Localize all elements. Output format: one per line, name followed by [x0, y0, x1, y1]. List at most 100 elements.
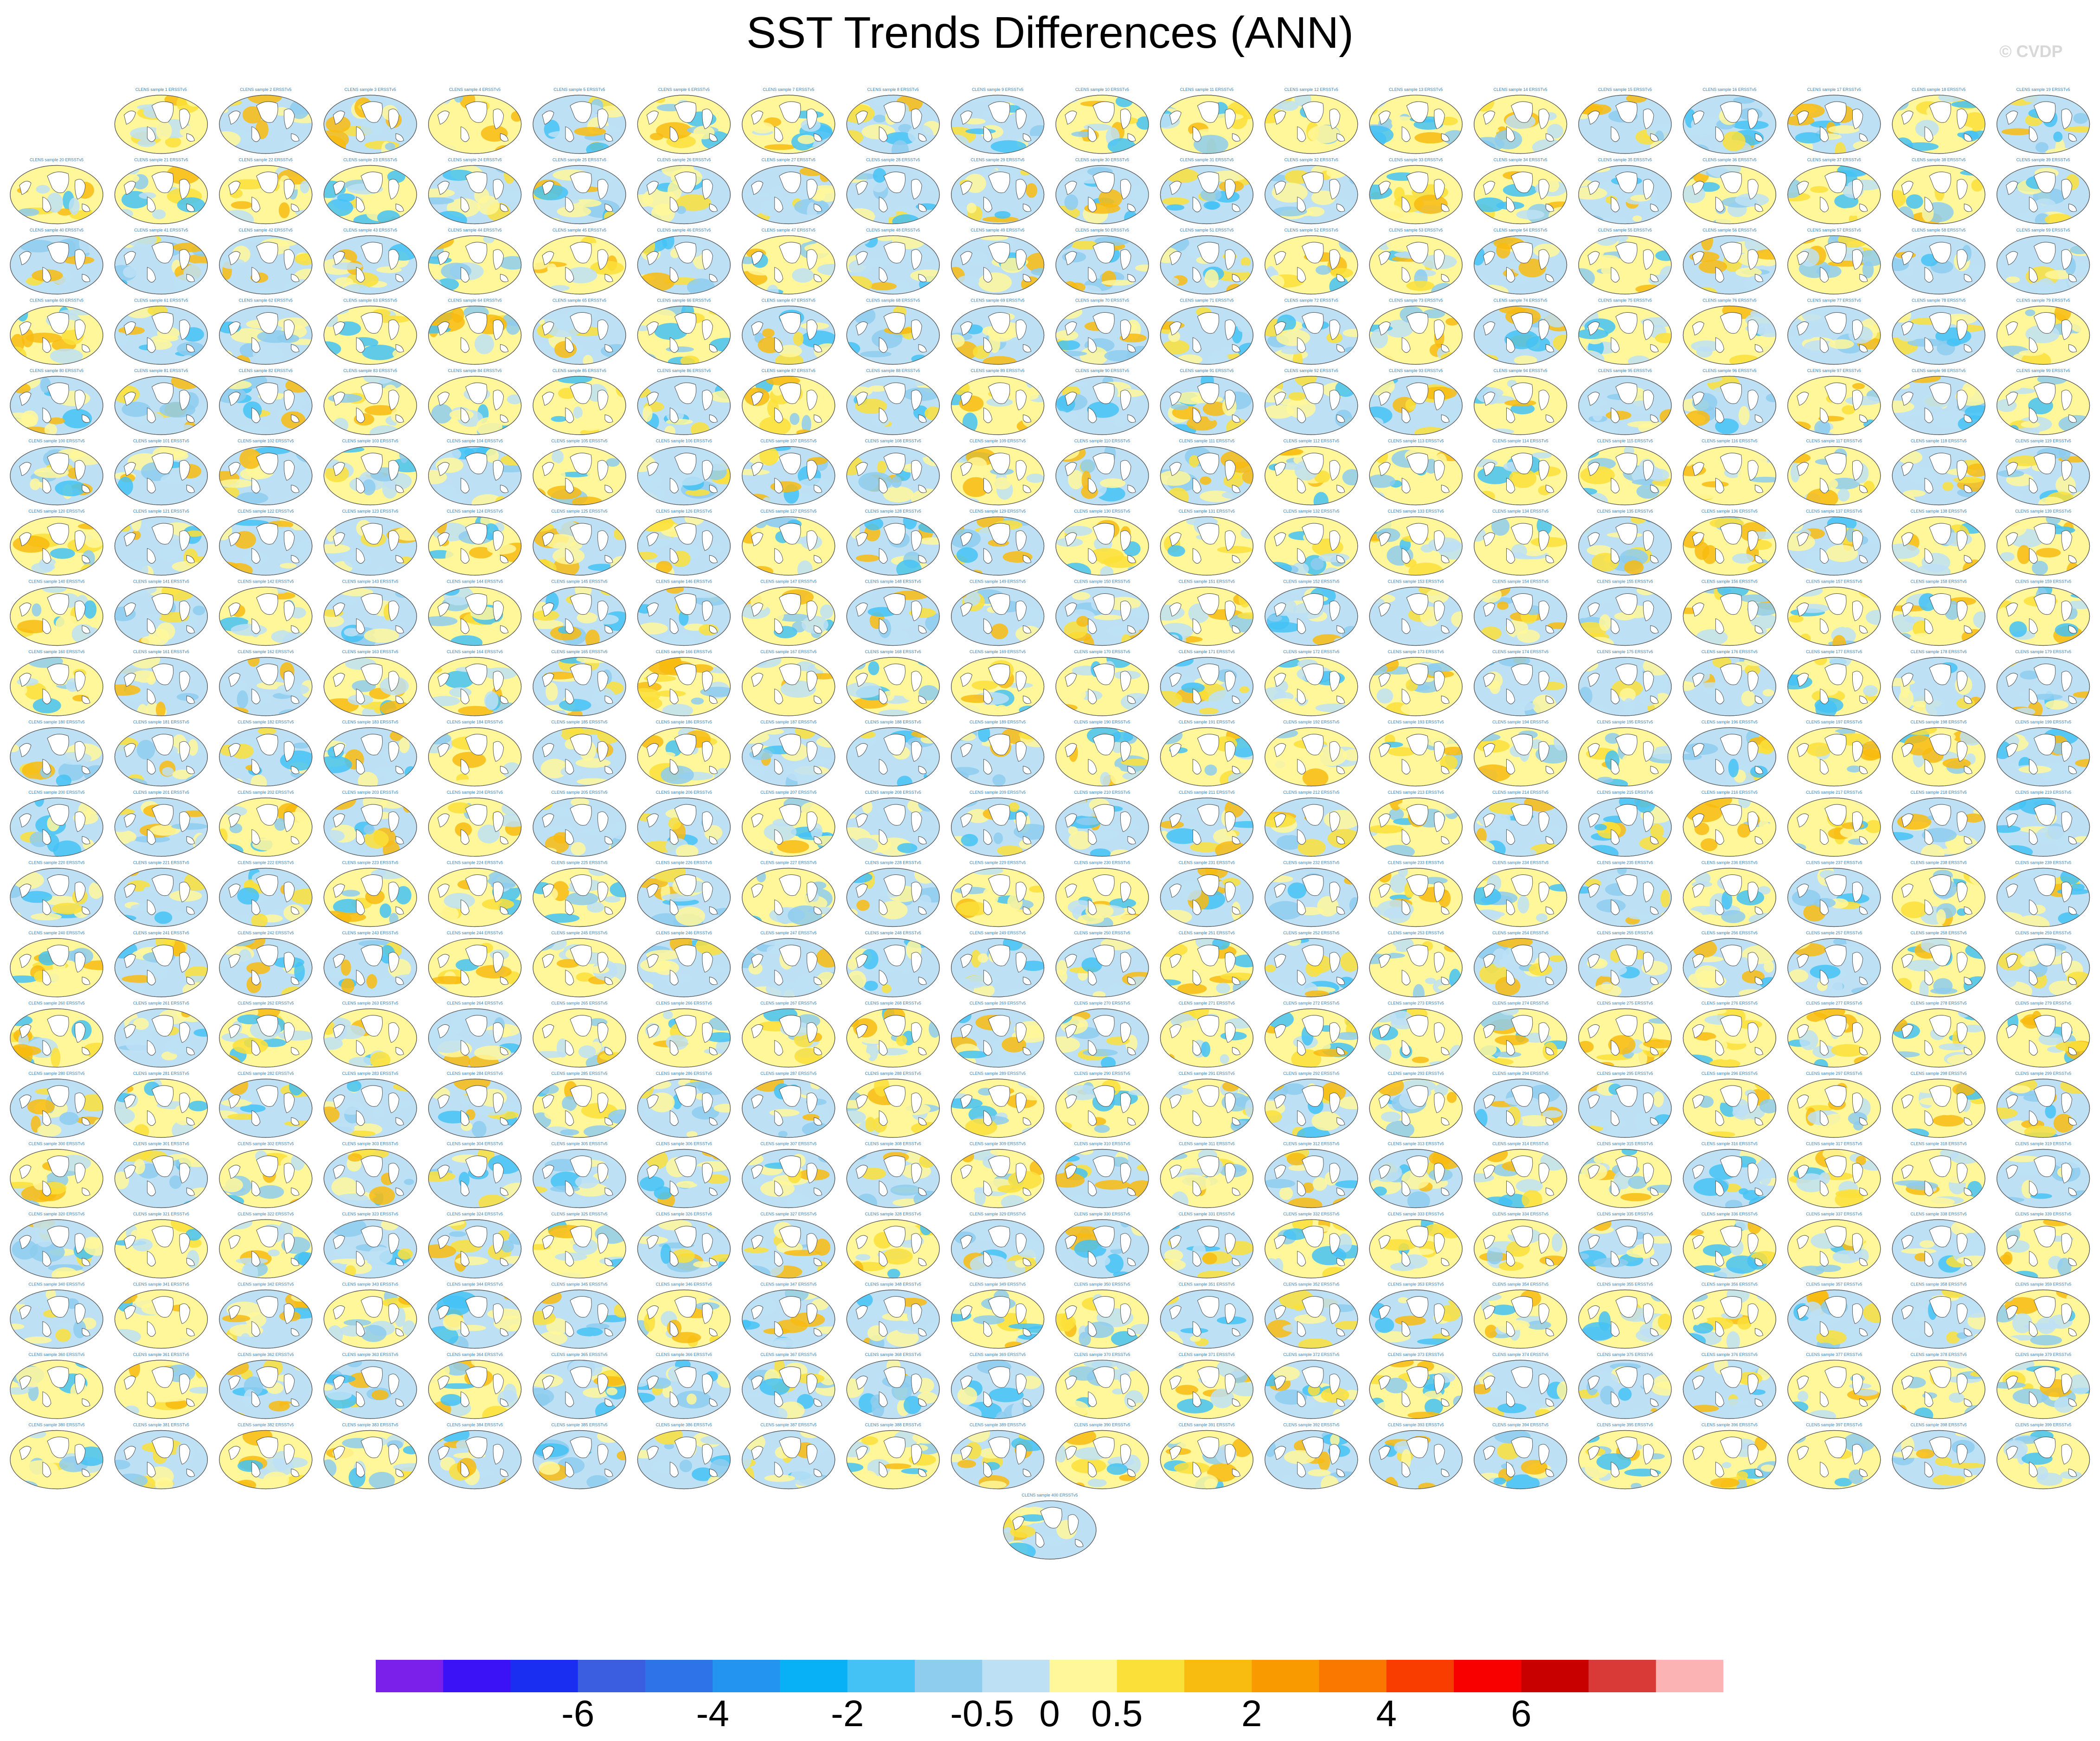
panel-label: CLENS sample 223 ERSSTv5 — [342, 861, 398, 865]
panel-label: CLENS sample 365 ERSSTv5 — [551, 1352, 607, 1357]
sst-panel: CLENS sample 216 ERSSTv5 — [1683, 790, 1776, 857]
panel-label: CLENS sample 347 ERSSTv5 — [760, 1282, 816, 1287]
panel-label: CLENS sample 89 ERSSTv5 — [971, 368, 1025, 373]
panel-label: CLENS sample 344 ERSSTv5 — [447, 1282, 503, 1287]
sst-panel: CLENS sample 329 ERSSTv5 — [951, 1212, 1045, 1278]
panel-label: CLENS sample 217 ERSSTv5 — [1806, 790, 1862, 795]
panel-label: CLENS sample 164 ERSSTv5 — [447, 649, 503, 654]
sst-panel: CLENS sample 62 ERSSTv5 — [219, 298, 313, 365]
panel-label: CLENS sample 288 ERSSTv5 — [865, 1071, 921, 1076]
sst-panel: CLENS sample 50 ERSSTv5 — [1055, 228, 1149, 295]
panel-label: CLENS sample 166 ERSSTv5 — [656, 649, 712, 654]
panel-label: CLENS sample 156 ERSSTv5 — [1702, 579, 1758, 584]
panel-label: CLENS sample 393 ERSSTv5 — [1388, 1423, 1444, 1427]
sst-panel: CLENS sample 314 ERSSTv5 — [1474, 1142, 1567, 1208]
panel-label: CLENS sample 356 ERSSTv5 — [1702, 1282, 1758, 1287]
sst-panel: CLENS sample 292 ERSSTv5 — [1265, 1071, 1358, 1138]
sst-panel: CLENS sample 31 ERSSTv5 — [1160, 158, 1253, 225]
sst-panel: CLENS sample 76 ERSSTv5 — [1683, 298, 1776, 365]
panel-label: CLENS sample 361 ERSSTv5 — [133, 1352, 189, 1357]
sst-panel: CLENS sample 234 ERSSTv5 — [1474, 861, 1567, 927]
sst-panel: CLENS sample 382 ERSSTv5 — [219, 1423, 313, 1490]
sst-panel: CLENS sample 196 ERSSTv5 — [1683, 720, 1776, 787]
panel-label: CLENS sample 71 ERSSTv5 — [1180, 298, 1233, 303]
panel-label: CLENS sample 374 ERSSTv5 — [1492, 1352, 1548, 1357]
panel-label: CLENS sample 299 ERSSTv5 — [2015, 1071, 2071, 1076]
sst-panel: CLENS sample 129 ERSSTv5 — [951, 509, 1045, 576]
sst-panel: CLENS sample 339 ERSSTv5 — [1997, 1212, 2090, 1278]
sst-panel: CLENS sample 300 ERSSTv5 — [10, 1142, 103, 1208]
panel-label: CLENS sample 62 ERSSTv5 — [239, 298, 293, 303]
panel-label: CLENS sample 73 ERSSTv5 — [1389, 298, 1443, 303]
panel-label: CLENS sample 134 ERSSTv5 — [1492, 509, 1548, 514]
sst-panel: CLENS sample 96 ERSSTv5 — [1683, 368, 1776, 435]
sst-panel: CLENS sample 111 ERSSTv5 — [1160, 439, 1253, 506]
sst-panel: CLENS sample 247 ERSSTv5 — [742, 931, 835, 997]
panel-label: CLENS sample 284 ERSSTv5 — [447, 1071, 503, 1076]
sst-panel: CLENS sample 121 ERSSTv5 — [114, 509, 208, 576]
panel-label: CLENS sample 162 ERSSTv5 — [238, 649, 294, 654]
sst-panel: CLENS sample 114 ERSSTv5 — [1474, 439, 1567, 506]
panel-label: CLENS sample 181 ERSSTv5 — [133, 720, 189, 725]
sst-panel: CLENS sample 181 ERSSTv5 — [114, 720, 208, 787]
sst-panel: CLENS sample 144 ERSSTv5 — [428, 579, 522, 646]
panel-label: CLENS sample 17 ERSSTv5 — [1807, 87, 1861, 92]
colorbar-tick-label: 0.5 — [1091, 1693, 1143, 1734]
sst-panel: CLENS sample 268 ERSSTv5 — [846, 1001, 940, 1068]
sst-panel: CLENS sample 74 ERSSTv5 — [1474, 298, 1567, 365]
panel-label: CLENS sample 207 ERSSTv5 — [760, 790, 816, 795]
panel-label: CLENS sample 380 ERSSTv5 — [28, 1423, 84, 1427]
panel-label: CLENS sample 32 ERSSTv5 — [1284, 158, 1338, 162]
panel-label: CLENS sample 50 ERSSTv5 — [1075, 228, 1129, 232]
panel-label: CLENS sample 378 ERSSTv5 — [1911, 1352, 1967, 1357]
sst-panel: CLENS sample 211 ERSSTv5 — [1160, 790, 1253, 857]
panel-label: CLENS sample 74 ERSSTv5 — [1494, 298, 1548, 303]
panel-label: CLENS sample 255 ERSSTv5 — [1597, 931, 1653, 935]
colorbar-tick-label: -2 — [831, 1693, 864, 1734]
sst-panel: CLENS sample 198 ERSSTv5 — [1892, 720, 1985, 787]
sst-panel: CLENS sample 377 ERSSTv5 — [1787, 1352, 1881, 1419]
panel-label: CLENS sample 251 ERSSTv5 — [1179, 931, 1235, 935]
panel-label: CLENS sample 399 ERSSTv5 — [2015, 1423, 2071, 1427]
panel-label: CLENS sample 320 ERSSTv5 — [28, 1212, 84, 1216]
sst-panel: CLENS sample 208 ERSSTv5 — [846, 790, 940, 857]
panel-label: CLENS sample 185 ERSSTv5 — [551, 720, 607, 725]
sst-panel: CLENS sample 297 ERSSTv5 — [1787, 1071, 1881, 1138]
panel-label: CLENS sample 157 ERSSTv5 — [1806, 579, 1862, 584]
chart-title: SST Trends Differences (ANN) — [746, 8, 1354, 58]
colorbar-tick-label: -0.5 — [950, 1693, 1015, 1734]
panel-label: CLENS sample 367 ERSSTv5 — [760, 1352, 816, 1357]
panel-label: CLENS sample 243 ERSSTv5 — [342, 931, 398, 935]
panel-label: CLENS sample 276 ERSSTv5 — [1702, 1001, 1758, 1006]
sst-panel: CLENS sample 141 ERSSTv5 — [114, 579, 208, 646]
panel-label: CLENS sample 40 ERSSTv5 — [30, 228, 83, 232]
sst-panel: CLENS sample 4 ERSSTv5 — [428, 87, 522, 154]
panel-label: CLENS sample 197 ERSSTv5 — [1806, 720, 1862, 725]
panel-label: CLENS sample 317 ERSSTv5 — [1806, 1142, 1862, 1146]
sst-panel: CLENS sample 88 ERSSTv5 — [846, 368, 940, 435]
panel-label: CLENS sample 387 ERSSTv5 — [760, 1423, 816, 1427]
sst-panel: CLENS sample 376 ERSSTv5 — [1683, 1352, 1776, 1419]
panel-label: CLENS sample 88 ERSSTv5 — [866, 368, 920, 373]
panel-label: CLENS sample 171 ERSSTv5 — [1179, 649, 1235, 654]
panel-label: CLENS sample 343 ERSSTv5 — [342, 1282, 398, 1287]
sst-panel: CLENS sample 267 ERSSTv5 — [742, 1001, 835, 1068]
panel-label: CLENS sample 385 ERSSTv5 — [551, 1423, 607, 1427]
panel-label: CLENS sample 221 ERSSTv5 — [133, 861, 189, 865]
sst-panel: CLENS sample 47 ERSSTv5 — [742, 228, 835, 295]
sst-panel: CLENS sample 254 ERSSTv5 — [1474, 931, 1567, 997]
panel-label: CLENS sample 109 ERSSTv5 — [970, 439, 1026, 443]
panel-label: CLENS sample 37 ERSSTv5 — [1807, 158, 1861, 162]
sst-panel: CLENS sample 131 ERSSTv5 — [1160, 509, 1253, 576]
sst-panel: CLENS sample 328 ERSSTv5 — [846, 1212, 940, 1278]
sst-panel: CLENS sample 159 ERSSTv5 — [1997, 579, 2090, 646]
panel-label: CLENS sample 54 ERSSTv5 — [1494, 228, 1548, 232]
sst-panel: CLENS sample 40 ERSSTv5 — [10, 228, 103, 295]
sst-panel: CLENS sample 336 ERSSTv5 — [1683, 1212, 1776, 1278]
panel-label: CLENS sample 312 ERSSTv5 — [1283, 1142, 1339, 1146]
sst-panel: CLENS sample 309 ERSSTv5 — [951, 1142, 1045, 1208]
sst-panel: CLENS sample 294 ERSSTv5 — [1474, 1071, 1567, 1138]
panel-label: CLENS sample 289 ERSSTv5 — [970, 1071, 1026, 1076]
sst-panel: CLENS sample 108 ERSSTv5 — [846, 439, 940, 506]
sst-panel: CLENS sample 65 ERSSTv5 — [533, 298, 626, 365]
